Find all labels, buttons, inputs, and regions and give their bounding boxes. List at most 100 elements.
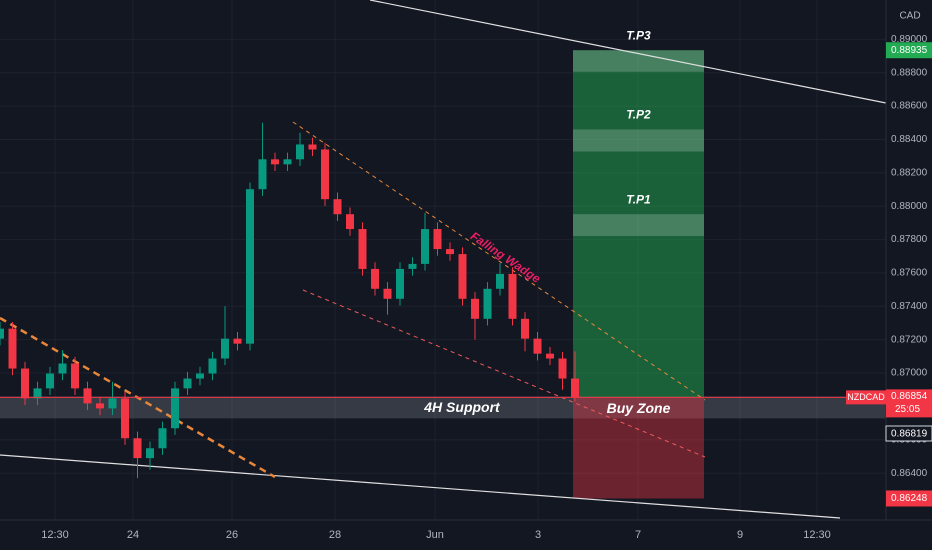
candle-body (8, 328, 17, 369)
y-tick-label: 0.87400 (891, 301, 928, 312)
candle-body (96, 403, 104, 409)
candle-body (496, 273, 504, 289)
price-axis (886, 0, 932, 550)
candle-body (121, 398, 129, 439)
x-tick-label: 24 (127, 529, 139, 541)
candle-body (71, 363, 79, 389)
candle-body (208, 358, 217, 374)
zones: 4H Support T.P1 T.P2 T.P3 Buy Zone (0, 28, 886, 499)
y-tick-label: 0.88800 (891, 67, 928, 78)
candle-body (408, 263, 417, 269)
x-tick-label: 26 (226, 529, 238, 541)
target-zone (573, 214, 704, 237)
candle-body (58, 363, 67, 374)
candle-body (371, 268, 379, 289)
candle-body (108, 398, 117, 409)
x-tick-label: 7 (635, 529, 641, 541)
candle-body (333, 199, 342, 215)
target-box (573, 50, 704, 398)
y-tick-label: 0.88200 (891, 167, 928, 178)
bid-box (885, 425, 932, 442)
symbol-label: NZDCAD (847, 392, 885, 402)
candle-body (246, 189, 254, 344)
candle-body (321, 149, 329, 200)
x-tick-label: 3 (535, 529, 541, 541)
candle-body (221, 338, 229, 359)
x-tick-label: 28 (329, 529, 341, 541)
candle-body (446, 249, 454, 255)
grid (0, 0, 886, 520)
y-tick-label: 0.86400 (891, 468, 928, 479)
stop-price-label: 0.86248 (891, 493, 928, 504)
support-zone (0, 396, 886, 419)
stop-price-box (886, 490, 932, 507)
candle-body (521, 318, 529, 339)
y-tick-label: 0.88000 (891, 201, 928, 212)
candle-body (271, 159, 279, 165)
candle-body (571, 378, 579, 398)
candle-body (558, 358, 567, 379)
support-label: 4H Support (423, 399, 501, 415)
candle-body (258, 159, 267, 190)
candle-body (458, 254, 467, 299)
y-tick-label: 0.89000 (891, 34, 928, 45)
candle-body (383, 288, 392, 299)
candle-body (358, 229, 367, 269)
candle-body (346, 214, 354, 230)
candle-body (508, 273, 517, 319)
x-tick-label: Jun (426, 529, 444, 541)
candle-body (433, 229, 442, 250)
candle-body (533, 338, 542, 354)
candle-body (33, 388, 42, 399)
candle-body (171, 388, 179, 429)
trendline (0, 454, 841, 519)
candle-body (158, 428, 167, 449)
wedge-line (302, 289, 706, 458)
candle-body (83, 388, 92, 404)
target-zone (573, 129, 704, 152)
candle-body (46, 373, 54, 389)
x-tick-label: 9 (737, 529, 743, 541)
symbol-box (846, 390, 886, 405)
last-price-label: 0.86854 (891, 391, 928, 402)
y-tick-label: 0.87800 (891, 234, 928, 245)
candle-body (183, 378, 192, 389)
candle-body (296, 144, 304, 160)
target-label: T.P3 (626, 28, 651, 42)
x-tick-label: 12:30 (803, 529, 831, 541)
candles (0, 122, 886, 479)
candle-body (283, 159, 292, 165)
target-label: T.P1 (626, 192, 651, 206)
y-tick-label: 0.87200 (891, 334, 928, 345)
bid-label: 0.86819 (891, 429, 928, 440)
candle-body (133, 438, 142, 459)
candle-body (233, 338, 242, 344)
target-price-label: 0.88935 (891, 45, 928, 56)
candle-body (308, 144, 317, 150)
buy-label: Buy Zone (607, 400, 671, 416)
last-price-box (886, 389, 932, 418)
candle-body (421, 229, 429, 264)
candle-body (483, 288, 492, 319)
candle-body (146, 448, 154, 459)
candle-body (0, 328, 4, 339)
wedge-line (292, 121, 706, 401)
candle-body (196, 373, 204, 379)
countdown-label: 25:05 (895, 404, 920, 415)
candle-body (546, 353, 554, 359)
y-tick-label: 0.87000 (891, 368, 928, 379)
target-zone (573, 50, 704, 72)
candle-body (396, 268, 404, 299)
x-tick-label: 12:30 (41, 529, 69, 541)
y-tick-label: 0.87600 (891, 268, 928, 279)
candle-body (471, 298, 479, 319)
y-tick-label: 0.88600 (891, 101, 928, 112)
axis-labels: 0.864000.866000.870000.872000.874000.876… (41, 11, 932, 541)
target-price-box (886, 42, 932, 59)
currency-label: CAD (899, 11, 920, 22)
target-label: T.P2 (626, 108, 651, 122)
y-tick-label: 0.88400 (891, 134, 928, 145)
candle-body (21, 368, 29, 399)
trendline (369, 0, 887, 104)
